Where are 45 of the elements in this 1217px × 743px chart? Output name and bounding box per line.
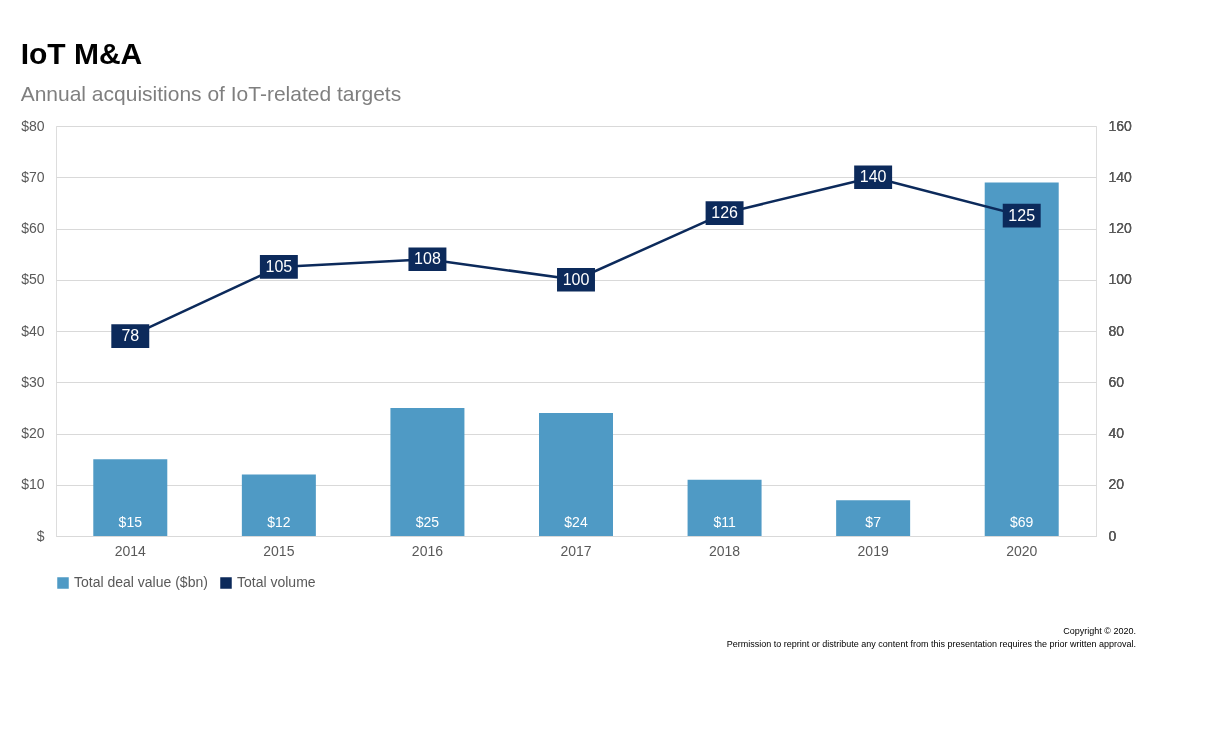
bar (93, 459, 168, 536)
legend-label: Total volume (237, 574, 316, 590)
y-tick-label: $10 (21, 476, 45, 493)
x-tick-label: 2016 (411, 542, 444, 559)
bar (984, 182, 1059, 536)
x-tick-label: 2019 (857, 542, 889, 559)
data-label: $24 (564, 514, 588, 530)
data-label: $25 (415, 514, 440, 530)
x-tick-label: 2015 (263, 542, 295, 559)
y2-tick-label: 20 (1108, 476, 1125, 493)
x-tick-label: 2020 (1006, 542, 1038, 559)
chart-title: IoT M&A (20, 37, 143, 70)
y-tick-label: $50 (21, 271, 45, 288)
y2-tick-label: 80 (1108, 322, 1125, 339)
y-tick-label: $70 (21, 168, 45, 185)
data-label: $15 (118, 514, 143, 530)
y-tick-label: $30 (21, 373, 45, 390)
y2-tick-label: 120 (1108, 220, 1133, 236)
bar (241, 474, 316, 536)
y2-tick-label: 60 (1108, 373, 1125, 390)
data-label: $7 (865, 514, 882, 530)
bar (390, 407, 465, 536)
data-label: $12 (267, 514, 291, 530)
y-tick-label: $20 (21, 425, 45, 441)
x-tick-label: 2018 (708, 542, 741, 559)
chart-subtitle: Annual acquisitions of IoT-related targets (20, 82, 402, 105)
text: Copyright © 2020. (1063, 626, 1136, 636)
y2-tick-label: 0 (1108, 527, 1117, 544)
text: Permission to reprint or distribute any content from this presentation requires the prior written approval. (726, 639, 1136, 649)
y2-tick-label: 160 (1108, 117, 1133, 134)
data-label: $11 (713, 514, 736, 530)
y-tick-label: $ (36, 527, 45, 544)
bar (687, 479, 762, 536)
y-tick-label: $80 (21, 117, 45, 134)
x-tick-label: 2014 (114, 542, 147, 559)
x-tick-label: 2017 (560, 542, 592, 559)
y2-tick-label: 100 (1108, 271, 1133, 288)
y-tick-label: $60 (21, 220, 45, 236)
legend-label: Total deal value ($bn) (74, 574, 208, 590)
data-label: $69 (1010, 514, 1034, 530)
bar (539, 413, 613, 536)
y2-tick-label: 40 (1108, 425, 1125, 441)
y-tick-label: $40 (21, 322, 45, 339)
bar (836, 500, 911, 536)
y2-tick-label: 140 (1108, 168, 1133, 185)
